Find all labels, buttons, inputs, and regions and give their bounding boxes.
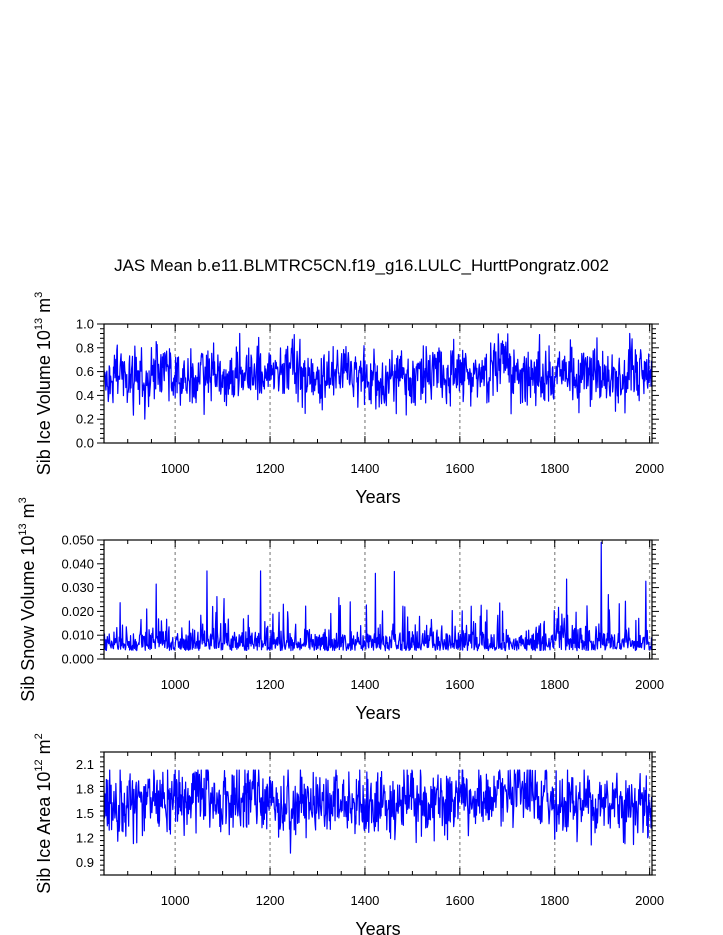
y-tick-label: 0.000 (61, 652, 94, 667)
y-tick-label: 1.5 (76, 806, 94, 821)
plot-frame (103, 751, 653, 876)
x-tick-label: 1600 (445, 893, 474, 908)
x-tick-label: 1600 (445, 461, 474, 476)
y-tick-label: 1.0 (76, 317, 94, 332)
y-tick-label: 0.9 (76, 855, 94, 870)
plot-frame (103, 323, 653, 444)
y-tick-label: 0.8 (76, 340, 94, 355)
y-axis-title-text: Sib Ice Volume 10 (34, 330, 54, 475)
y-axis-title-exp: 12 (33, 759, 45, 771)
y-tick-label: 0.020 (61, 604, 94, 619)
y-tick-label: 0.2 (76, 412, 94, 427)
y-tick-label: 0.6 (76, 364, 94, 379)
y-axis-title-unit-exp: 3 (17, 497, 29, 503)
y-axis-title-unit-exp: 3 (33, 292, 45, 298)
y-tick-label: 0.4 (76, 388, 94, 403)
y-tick-label: 0.040 (61, 556, 94, 571)
series-line-ice-volume (103, 332, 653, 420)
x-tick-label: 1400 (350, 893, 379, 908)
x-axis-title: Years (355, 487, 400, 507)
y-axis-title-unit: m (18, 503, 38, 518)
x-tick-label: 1200 (256, 677, 285, 692)
y-tick-label: 1.8 (76, 781, 94, 796)
y-axis-title-exp: 13 (17, 523, 29, 535)
y-axis-title-text: Sib Ice Area 10 (34, 772, 54, 894)
x-tick-label: 1200 (256, 461, 285, 476)
x-tick-label: 1400 (350, 461, 379, 476)
chart-title: JAS Mean b.e11.BLMTRC5CN.f19_g16.LULC_Hu… (114, 256, 609, 275)
x-tick-label: 1800 (540, 461, 569, 476)
x-tick-label: 1200 (256, 893, 285, 908)
plot-ice-volume: 1000 1200 1400 1600 1800 2000 0.0 0.2 0.4 0.6 0.8 1… (33, 292, 664, 507)
x-tick-label: 1600 (445, 677, 474, 692)
x-axis-title: Years (355, 919, 400, 935)
x-axis-title: Years (355, 703, 400, 723)
y-tick-label: 0.030 (61, 580, 94, 595)
y-tick-label: 1.2 (76, 831, 94, 846)
x-tick-label: 1800 (540, 893, 569, 908)
x-tick-label: 1000 (161, 461, 190, 476)
x-tick-label: 1800 (540, 677, 569, 692)
y-axis-title: Sib Snow Volume 1013 m3 (17, 497, 38, 701)
x-tick-label: 1000 (161, 893, 190, 908)
y-tick-label: 0.010 (61, 628, 94, 643)
y-axis-title: Sib Ice Area 1012 m2 (33, 733, 54, 893)
plot-ice-area: 1000 1200 1400 1600 1800 2000 0.9 1.2 1.5 1.8 2.1 Y… (33, 733, 664, 935)
y-axis-title-unit: m (34, 298, 54, 313)
y-axis-title-exp: 13 (33, 318, 45, 330)
x-tick-label: 2000 (635, 893, 664, 908)
y-axis-title-unit: m (34, 739, 54, 754)
series-line-snow-volume (103, 541, 653, 652)
y-axis-title-unit-exp: 2 (33, 733, 45, 739)
series-line-ice-area (103, 769, 653, 854)
y-axis-title: Sib Ice Volume 1013 m3 (33, 292, 54, 475)
y-axis-title-text: Sib Snow Volume 10 (18, 536, 38, 702)
x-tick-label: 1400 (350, 677, 379, 692)
x-tick-label: 2000 (635, 461, 664, 476)
y-tick-label: 0.050 (61, 533, 94, 548)
plot-snow-volume: 1000 1200 1400 1600 1800 2000 0.000 0.010 0.020 0… (17, 497, 664, 723)
x-tick-label: 1000 (161, 677, 190, 692)
y-tick-label: 2.1 (76, 757, 94, 772)
y-tick-label: 0.0 (76, 436, 94, 451)
plot-frame (103, 539, 653, 660)
x-tick-label: 2000 (635, 677, 664, 692)
